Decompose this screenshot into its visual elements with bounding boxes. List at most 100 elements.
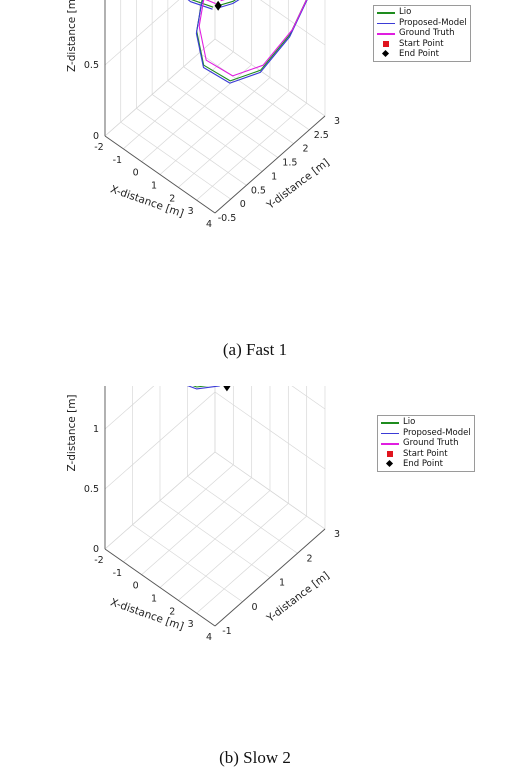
grid-line xyxy=(291,386,326,410)
x-tick-label: 1 xyxy=(151,181,157,192)
grid-line xyxy=(183,66,294,145)
legend-swatch xyxy=(377,18,395,28)
y-tick-label: 1.5 xyxy=(282,158,297,169)
legend-label: Ground Truth xyxy=(403,438,459,448)
legend-label: Lio xyxy=(403,417,416,427)
y-tick-label: 2.5 xyxy=(314,130,329,141)
legend-entry: Proposed-Model xyxy=(377,18,467,29)
legend-entry: Start Point xyxy=(381,449,471,460)
grid-line xyxy=(104,0,180,66)
legend-entry: End Point xyxy=(377,49,467,60)
legend-entry: Lio xyxy=(377,7,467,18)
legend-entry: Start Point xyxy=(377,39,467,50)
grid-line xyxy=(214,38,326,117)
end-point-marker xyxy=(214,0,222,11)
y-tick-label: 0.5 xyxy=(251,185,266,196)
z-axis-label: Z-distance [m] xyxy=(66,394,78,471)
grid-line xyxy=(136,107,247,186)
legend-label: End Point xyxy=(403,459,443,469)
legend-entry: Proposed-Model xyxy=(381,428,471,439)
legend-label: End Point xyxy=(399,49,439,59)
z-tick-label: 0.5 xyxy=(84,484,99,495)
y-axis-line xyxy=(214,528,326,627)
y-tick-label: 2 xyxy=(303,144,309,155)
legend-swatch xyxy=(381,438,399,448)
x-tick-label: 2 xyxy=(169,193,175,204)
legend-swatch xyxy=(381,459,399,469)
x-tick-label: 3 xyxy=(188,206,194,217)
legend-label: Lio xyxy=(399,7,412,17)
grid-line xyxy=(159,500,271,578)
x-axis-line xyxy=(104,548,216,627)
x-tick-label: 0 xyxy=(133,168,139,179)
x-tick-label: 4 xyxy=(206,219,212,230)
y-tick-label: 3 xyxy=(334,116,340,127)
z-axis-label: Z-distance [m] xyxy=(66,0,78,72)
y-tick-label: 1 xyxy=(279,578,285,589)
grid-line xyxy=(199,52,310,131)
legend-slow-2: Lio Proposed-Model Ground Truth Start Point… xyxy=(377,415,475,472)
x-tick-label: -1 xyxy=(113,568,122,579)
x-axis-line xyxy=(104,135,216,214)
series-line-proposed-model xyxy=(187,0,308,84)
grid-line xyxy=(104,386,155,430)
trajectory-plot-fast-1: -2-101234-0.500.511.522.5300.511.5X-dist… xyxy=(66,0,340,230)
x-tick-label: 1 xyxy=(151,594,157,605)
y-axis-label: Y-distance [m] xyxy=(264,157,332,213)
grid xyxy=(104,0,326,214)
legend-swatch xyxy=(377,28,395,38)
chart-panel-fast-1: -2-101234-0.500.511.522.5300.511.5X-dist… xyxy=(66,0,471,359)
grid-line xyxy=(132,524,243,603)
legend-entry: End Point xyxy=(381,459,471,470)
x-tick-label: -2 xyxy=(94,555,103,566)
y-tick-label: 0 xyxy=(251,602,257,613)
legend-swatch xyxy=(377,7,395,17)
legend-label: Start Point xyxy=(403,448,448,459)
grid-line xyxy=(214,451,326,530)
x-tick-label: 4 xyxy=(206,632,212,643)
grid-line xyxy=(167,80,279,158)
x-tick-label: 3 xyxy=(188,619,194,630)
grid-line xyxy=(196,102,307,201)
y-tick-label: -1 xyxy=(222,626,231,637)
grid-line xyxy=(104,391,216,490)
legend-swatch xyxy=(377,49,395,59)
z-tick-label: 0.5 xyxy=(84,60,99,71)
y-tick-label: 2 xyxy=(306,553,312,564)
grid-line xyxy=(120,121,231,200)
legend-swatch xyxy=(381,428,399,438)
end-point-marker xyxy=(223,386,231,392)
legend-swatch xyxy=(381,417,399,427)
legend-entry: Ground Truth xyxy=(381,438,471,449)
series-line-ground-truth xyxy=(198,0,308,77)
y-axis-label: Y-distance [m] xyxy=(264,570,332,626)
legend-label: Ground Truth xyxy=(399,28,455,38)
x-tick-label: -2 xyxy=(94,142,103,153)
legend-label: Start Point xyxy=(399,38,444,49)
x-tick-label: 2 xyxy=(169,606,175,617)
y-tick-label: 3 xyxy=(334,529,340,540)
legend-entry: Lio xyxy=(381,417,471,428)
grid-line xyxy=(214,391,326,470)
grid-line xyxy=(178,90,289,188)
y-tick-label: -0.5 xyxy=(218,213,237,224)
grid-line xyxy=(151,94,263,172)
z-tick-label: 1 xyxy=(93,424,99,435)
legend-entry: Ground Truth xyxy=(377,28,467,39)
caption-slow-2: (b) Slow 2 xyxy=(219,748,291,767)
y-tick-label: 1 xyxy=(271,171,277,182)
legend-swatch xyxy=(377,39,395,49)
grid-line xyxy=(141,64,252,162)
legend-label: Proposed-Model xyxy=(403,427,471,438)
y-tick-label: 0 xyxy=(240,199,246,210)
x-tick-label: 0 xyxy=(133,581,139,592)
legend-fast-1: Lio Proposed-Model Ground Truth Start Point… xyxy=(373,5,471,62)
z-tick-label: 0 xyxy=(93,131,99,142)
grid-line xyxy=(159,77,271,175)
series-line-lio xyxy=(190,0,307,82)
legend-swatch xyxy=(381,449,399,459)
legend-label: Proposed-Model xyxy=(399,17,467,28)
x-tick-label: -1 xyxy=(113,155,122,166)
